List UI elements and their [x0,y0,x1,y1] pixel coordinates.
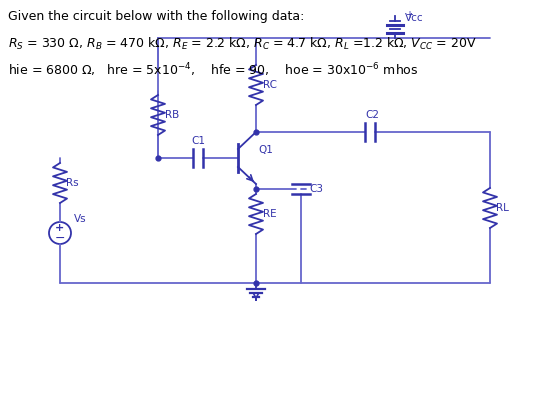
Text: C1: C1 [191,136,205,146]
Text: RL: RL [496,203,509,213]
Text: +: + [405,10,413,20]
Text: Given the circuit below with the following data:: Given the circuit below with the followi… [8,10,305,23]
Text: RC: RC [263,80,277,90]
Text: C2: C2 [365,110,379,120]
Text: C3: C3 [309,184,323,194]
Text: −: − [55,232,65,244]
Text: Q1: Q1 [258,145,273,155]
Text: hie = 6800 $\Omega$,   hre = 5x10$^{-4}$,    hfe = 90,    hoe = 30x10$^{-6}$ mho: hie = 6800 $\Omega$, hre = 5x10$^{-4}$, … [8,61,419,79]
Text: RB: RB [165,110,179,120]
Text: +: + [55,223,65,233]
Text: Vcc: Vcc [405,13,424,23]
Text: Rs: Rs [66,178,79,188]
Text: $R_S$ = 330 $\Omega$, $R_B$ = 470 k$\Omega$, $R_E$ = 2.2 k$\Omega$, $R_C$ = 4.7 : $R_S$ = 330 $\Omega$, $R_B$ = 470 k$\Ome… [8,36,477,52]
Text: Vs: Vs [74,214,87,224]
Text: RE: RE [263,209,277,219]
